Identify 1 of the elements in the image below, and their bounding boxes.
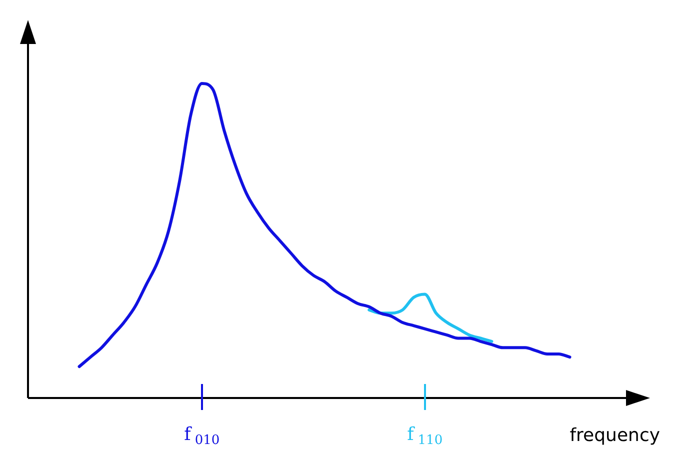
x-axis-title: frequency bbox=[570, 425, 660, 446]
